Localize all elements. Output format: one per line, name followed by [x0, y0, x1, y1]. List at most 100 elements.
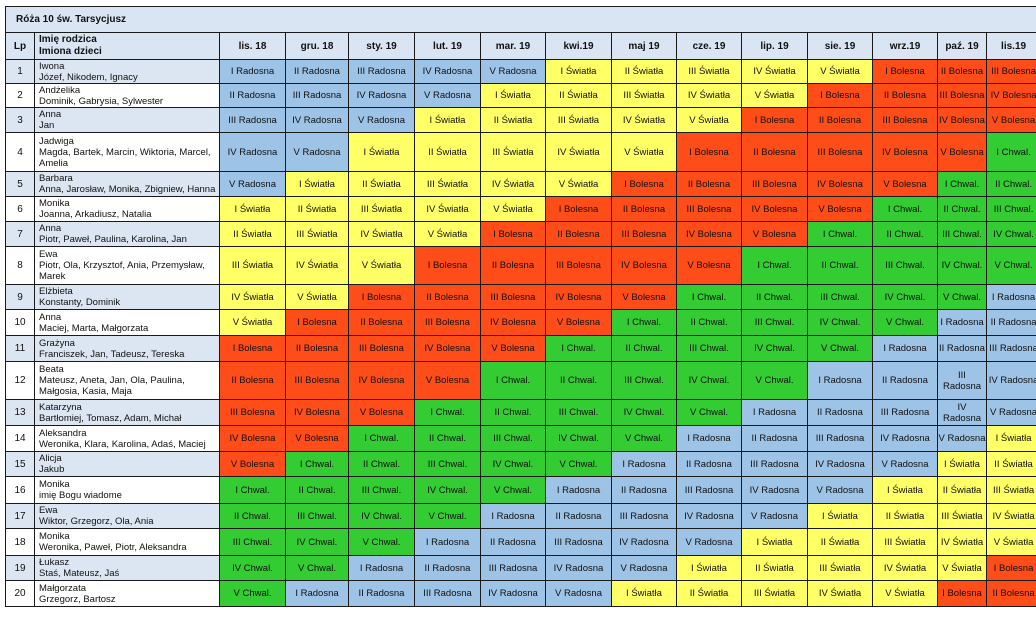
- mystery-cell: II Światła: [414, 132, 481, 172]
- children-names: Jakub: [39, 464, 65, 475]
- mystery-cell: V Bolesna: [985, 107, 1036, 133]
- table-row: 8 Ewa Piotr, Ola, Krzysztof, Ania, Przemys…: [5, 246, 1036, 285]
- mystery-cell: II Bolesna: [872, 83, 938, 108]
- mystery-cell: II Radosna: [611, 476, 677, 504]
- mystery-cell: II Radosna: [480, 528, 546, 556]
- mystery-cell: III Bolesna: [676, 196, 742, 222]
- parent-name: Iwona: [39, 60, 65, 72]
- children-names: Joanna, Arkadiusz, Natalia: [39, 209, 152, 220]
- mystery-cell: IV Światła: [545, 132, 612, 172]
- mystery-cell: V Światła: [872, 580, 938, 607]
- row-number: 16: [5, 476, 35, 504]
- header-row: Lp Imię rodzica Imiona dzieci lis. 18 gru…: [5, 32, 1036, 60]
- mystery-cell: II Radosna: [985, 309, 1036, 336]
- mystery-cell: II Światła: [611, 59, 677, 84]
- children-names: Weronika, Paweł, Piotr, Aleksandra: [39, 542, 187, 553]
- parent-name: Anna: [39, 109, 62, 120]
- mystery-cell: II Światła: [741, 555, 808, 581]
- mystery-cell: II Światła: [545, 83, 612, 108]
- parent-name: Małgorzata: [39, 582, 86, 594]
- mystery-cell: II Chwal.: [872, 221, 938, 247]
- mystery-cell: II Światła: [872, 503, 938, 529]
- month-header: sty. 19: [348, 32, 415, 60]
- mystery-cell: II Światła: [937, 476, 987, 504]
- family-cell: Małgorzata Grzegorz, Bartosz: [34, 580, 220, 607]
- table-row: 3 Anna Jan III Radosna IV Radosna V Radosna I …: [5, 107, 1036, 133]
- mystery-cell: IV Chwal.: [937, 246, 987, 285]
- children-names: Magda, Bartek, Marcin, Wiktoria, Marcel,: [39, 146, 211, 158]
- family-cell: Barbara Anna, Jarosław, Monika, Zbigniew,…: [34, 171, 220, 197]
- mystery-cell: IV Bolesna: [872, 132, 938, 172]
- mystery-cell: III Światła: [545, 107, 612, 133]
- mystery-cell: I Światła: [872, 476, 938, 504]
- mystery-cell: IV Światła: [480, 171, 546, 197]
- mystery-cell: V Światła: [807, 59, 873, 84]
- mystery-cell: IV Chwal.: [348, 503, 415, 529]
- mystery-cell: III Światła: [807, 555, 873, 581]
- mystery-cell: IV Światła: [985, 503, 1036, 529]
- mystery-cell: V Chwal.: [937, 284, 987, 310]
- mystery-cell: V Radosna: [611, 555, 677, 581]
- mystery-cell: III Bolesna: [937, 83, 987, 108]
- mystery-cell: III Chwal.: [414, 451, 481, 477]
- family-cell: Anna Piotr, Paweł, Paulina, Karolina, Jan: [34, 221, 220, 247]
- mystery-cell: V Bolesna: [219, 451, 286, 477]
- mystery-cell: IV Światła: [872, 555, 938, 581]
- row-number: 7: [5, 221, 35, 247]
- mystery-cell: IV Radosna: [985, 361, 1036, 400]
- mystery-cell: IV Światła: [937, 528, 987, 556]
- row-number: 18: [5, 528, 35, 556]
- row-number: 1: [5, 59, 35, 84]
- mystery-cell: I Chwal.: [285, 451, 349, 477]
- mystery-cell: III Bolesna: [414, 309, 481, 336]
- mystery-cell: III Radosna: [937, 361, 987, 400]
- mystery-cell: I Bolesna: [807, 83, 873, 108]
- mystery-cell: III Światła: [741, 580, 808, 607]
- month-header: sie. 19: [807, 32, 873, 60]
- mystery-cell: I Radosna: [480, 503, 546, 529]
- mystery-cell: III Bolesna: [348, 335, 415, 362]
- mystery-cell: IV Bolesna: [545, 284, 612, 310]
- mystery-cell: I Bolesna: [985, 555, 1036, 581]
- mystery-cell: V Bolesna: [676, 246, 742, 285]
- month-header: kwi.19: [545, 32, 612, 60]
- mystery-cell: III Chwal.: [285, 503, 349, 529]
- family-cell: Anna Jan: [34, 107, 220, 133]
- table-row: 1 Iwona Józef, Nikodem, Ignacy I Radosna II …: [5, 59, 1036, 84]
- mystery-cell: IV Bolesna: [676, 221, 742, 247]
- children-names: Konstanty, Dominik: [39, 297, 121, 308]
- mystery-cell: IV Światła: [741, 59, 808, 84]
- mystery-cell: I Radosna: [807, 361, 873, 400]
- mystery-cell: V Bolesna: [545, 309, 612, 336]
- family-cell: Monika Joanna, Arkadiusz, Natalia: [34, 196, 220, 222]
- mystery-cell: I Chwal.: [545, 335, 612, 362]
- mystery-cell: I Światła: [611, 580, 677, 607]
- mystery-cell: III Chwal.: [611, 361, 677, 400]
- mystery-cell: III Światła: [285, 221, 349, 247]
- mystery-cell: IV Radosna: [807, 451, 873, 477]
- parent-name: Monika: [39, 531, 70, 542]
- mystery-cell: II Bolesna: [807, 107, 873, 133]
- mystery-cell: V Bolesna: [937, 132, 987, 172]
- mystery-cell: I Chwal.: [741, 246, 808, 285]
- mystery-cell: II Chwal.: [348, 451, 415, 477]
- mystery-cell: I Radosna: [545, 476, 612, 504]
- mystery-cell: IV Chwal.: [807, 309, 873, 336]
- mystery-cell: II Chwal.: [414, 425, 481, 452]
- row-number: 19: [5, 555, 35, 581]
- mystery-cell: III Bolesna: [545, 246, 612, 285]
- mystery-cell: III Radosna: [348, 59, 415, 84]
- mystery-cell: V Światła: [285, 284, 349, 310]
- table-row: 16 Monika imię Bogu wiadome I Chwal. II Chwa…: [5, 476, 1036, 504]
- mystery-cell: II Radosna: [219, 83, 286, 108]
- parent-name: Beata: [39, 364, 64, 375]
- mystery-cell: II Światła: [807, 528, 873, 556]
- family-cell: Monika Weronika, Paweł, Piotr, Aleksandra: [34, 528, 220, 556]
- mystery-cell: II Radosna: [348, 580, 415, 607]
- mystery-cell: V Radosna: [872, 451, 938, 477]
- row-number: 15: [5, 451, 35, 477]
- mystery-cell: V Radosna: [545, 580, 612, 607]
- mystery-cell: IV Radosna: [414, 59, 481, 84]
- parent-name: Aleksandra: [39, 427, 87, 439]
- month-header: lut. 19: [414, 32, 481, 60]
